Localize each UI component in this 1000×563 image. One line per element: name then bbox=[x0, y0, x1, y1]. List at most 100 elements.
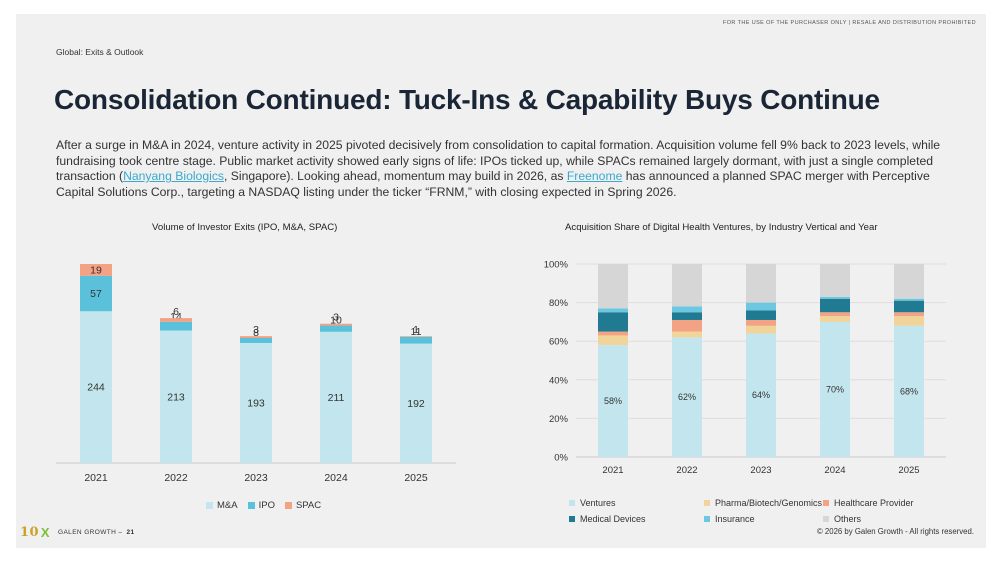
acq-bar-healthcareprovider-2021 bbox=[598, 331, 628, 336]
legend-label: Ventures bbox=[580, 498, 616, 508]
legend-label: Others bbox=[834, 514, 862, 524]
acq-tick-2024: 2024 bbox=[824, 465, 845, 476]
acq-legend-healthcareprovider: Healthcare Provider bbox=[823, 498, 914, 508]
exits-chart-title: Volume of Investor Exits (IPO, M&A, SPAC… bbox=[152, 222, 338, 233]
exits-legend-ipo: IPO bbox=[247, 500, 275, 511]
legend-swatch bbox=[569, 500, 575, 506]
legend-label: Insurance bbox=[715, 514, 755, 524]
acq-y-tick-0: 0% bbox=[554, 453, 568, 464]
acq-tick-2025: 2025 bbox=[898, 465, 919, 476]
legend-label: Medical Devices bbox=[580, 514, 646, 524]
exits-bar-ma-2024 bbox=[320, 331, 352, 463]
acq-bar-insurance-2024 bbox=[820, 296, 850, 299]
acq-y-tick-5: 100% bbox=[544, 260, 569, 271]
exits-label-ipo-2024: 10 bbox=[330, 315, 342, 327]
exits-bar-ipo-2022 bbox=[160, 321, 192, 331]
acq-bar-ventures-2023 bbox=[746, 333, 776, 457]
acq-bar-others-2022 bbox=[672, 264, 702, 307]
intro-text-3: has announced a planned SPAC merger with… bbox=[56, 169, 930, 199]
exits-bar-spac-2021 bbox=[80, 264, 112, 276]
exits-label-spac-2023: 3 bbox=[253, 324, 259, 336]
acq-legend-medicaldevices: Medical Devices bbox=[569, 514, 646, 524]
exits-label-ipo-2021: 57 bbox=[90, 288, 102, 300]
intro-text-2: , Singapore). Looking ahead, momentum ma… bbox=[224, 169, 567, 184]
exits-label-ma-2025: 192 bbox=[407, 398, 425, 410]
exits-chart: 2445719202121314620221938320232111032024… bbox=[56, 264, 456, 484]
exits-bar-ma-2025 bbox=[400, 343, 432, 463]
intro-text-1: After a surge in M&A in 2024, venture ac… bbox=[56, 138, 941, 184]
acq-tick-2022: 2022 bbox=[676, 465, 697, 476]
exits-tick-2024: 2024 bbox=[324, 472, 348, 484]
acq-legend-ventures: Ventures bbox=[569, 498, 616, 508]
galen-logo-icon: X bbox=[40, 525, 50, 540]
acq-bar-pharmabiotechgenomics-2021 bbox=[598, 335, 628, 346]
freenome-link[interactable]: Freenome bbox=[566, 169, 623, 184]
acq-bar-others-2024 bbox=[820, 264, 850, 297]
nanyang-biologics-link[interactable]: Nanyang Biologics bbox=[123, 169, 225, 184]
exits-tick-2023: 2023 bbox=[244, 472, 268, 484]
exits-bar-ipo-2025 bbox=[400, 336, 432, 344]
exits-label-spac-2021: 19 bbox=[90, 264, 102, 276]
exits-bar-ma-2023 bbox=[240, 342, 272, 463]
acq-bar-pharmabiotechgenomics-2024 bbox=[820, 316, 850, 322]
acq-label-2024: 70% bbox=[826, 384, 844, 394]
exits-legend-spac: SPAC bbox=[284, 500, 321, 511]
exits-label-ma-2021: 244 bbox=[87, 382, 105, 394]
acq-bar-ventures-2025 bbox=[894, 325, 924, 457]
acq-bar-insurance-2023 bbox=[746, 302, 776, 311]
acq-legend-pharmabiotechgenomics: Pharma/Biotech/Genomics bbox=[704, 498, 822, 508]
page-title: Consolidation Continued: Tuck-Ins & Capa… bbox=[54, 84, 880, 115]
acq-y-tick-2: 40% bbox=[549, 375, 569, 386]
resale-notice: FOR THE USE OF THE PURCHASER ONLY | RESA… bbox=[722, 20, 976, 26]
legend-swatch bbox=[569, 516, 575, 522]
section-label: Global: Exits & Outlook bbox=[56, 47, 144, 57]
page-number: 21 bbox=[126, 529, 135, 536]
acq-bar-healthcareprovider-2023 bbox=[746, 319, 776, 326]
exits-bar-ma-2021 bbox=[80, 311, 112, 463]
legend-swatch bbox=[247, 502, 255, 509]
exits-tick-2025: 2025 bbox=[404, 472, 428, 484]
acq-y-tick-4: 80% bbox=[549, 298, 569, 309]
legend-label: Healthcare Provider bbox=[834, 498, 914, 508]
legend-swatch bbox=[823, 516, 829, 522]
acq-tick-2021: 2021 bbox=[602, 465, 623, 476]
acq-bar-ventures-2021 bbox=[598, 345, 628, 457]
exits-label-spac-2025: 1 bbox=[413, 324, 419, 336]
acq-bar-medicaldevices-2022 bbox=[672, 312, 702, 320]
exits-bar-spac-2025 bbox=[400, 336, 432, 337]
acq-bar-pharmabiotechgenomics-2025 bbox=[894, 316, 924, 326]
acq-bar-healthcareprovider-2022 bbox=[672, 319, 702, 332]
exits-bar-ipo-2023 bbox=[240, 338, 272, 343]
exits-bar-spac-2024 bbox=[320, 323, 352, 326]
acq-label-2025: 68% bbox=[900, 386, 918, 396]
exits-label-spac-2022: 6 bbox=[173, 306, 179, 318]
legend-swatch bbox=[206, 502, 213, 509]
acq-bar-medicaldevices-2024 bbox=[820, 298, 850, 313]
acq-bar-medicaldevices-2025 bbox=[894, 300, 924, 313]
acq-bar-others-2025 bbox=[894, 264, 924, 299]
exits-label-spac-2024: 3 bbox=[333, 312, 339, 324]
acq-bar-medicaldevices-2021 bbox=[598, 312, 628, 332]
legend-label: Pharma/Biotech/Genomics bbox=[715, 498, 823, 508]
legend-swatch bbox=[704, 500, 710, 506]
acq-bar-medicaldevices-2023 bbox=[746, 310, 776, 320]
exits-tick-2021: 2021 bbox=[84, 472, 108, 484]
brand-name: GALEN GROWTH – bbox=[57, 529, 123, 536]
exits-label-ma-2022: 213 bbox=[167, 391, 185, 403]
acq-label-2023: 64% bbox=[752, 390, 770, 400]
acq-bar-insurance-2025 bbox=[894, 298, 924, 301]
acq-bar-healthcareprovider-2025 bbox=[894, 312, 924, 317]
acq-bar-ventures-2024 bbox=[820, 321, 850, 457]
exits-chart-legend: M&A IPO SPAC bbox=[206, 500, 331, 512]
exits-label-ma-2023: 193 bbox=[247, 397, 265, 409]
acq-bar-others-2021 bbox=[598, 264, 628, 309]
acq-label-2021: 58% bbox=[604, 396, 622, 406]
acquisition-chart-title: Acquisition Share of Digital Health Vent… bbox=[565, 222, 878, 233]
copyright: © 2026 by Galen Growth - All rights rese… bbox=[817, 527, 974, 536]
acq-bar-healthcareprovider-2024 bbox=[820, 312, 850, 317]
slide: FOR THE USE OF THE PURCHASER ONLY | RESA… bbox=[16, 14, 986, 548]
exits-tick-2022: 2022 bbox=[164, 472, 188, 484]
acq-bar-insurance-2022 bbox=[672, 306, 702, 313]
acq-legend-insurance: Insurance bbox=[704, 514, 755, 524]
anniversary-logo: 10 bbox=[20, 525, 39, 540]
